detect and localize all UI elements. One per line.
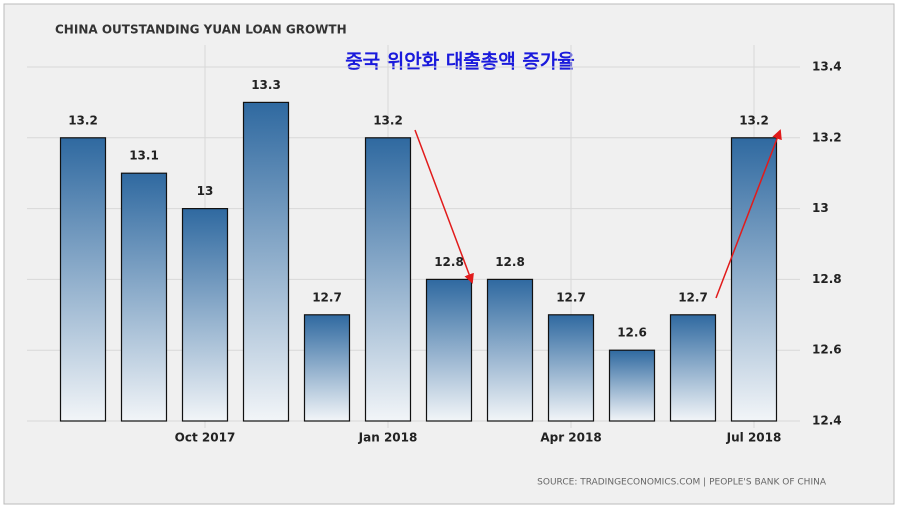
- value-label: 12.7: [312, 290, 342, 304]
- value-label: 13.2: [68, 113, 98, 127]
- x-tick-label: Oct 2017: [175, 431, 236, 445]
- value-label: 12.8: [495, 255, 525, 269]
- bar: [608, 349, 656, 422]
- bar: [120, 172, 168, 422]
- x-tick-label: Jul 2018: [726, 431, 782, 445]
- bar: [425, 278, 473, 422]
- value-label: 12.8: [434, 255, 464, 269]
- value-label: 12.7: [556, 290, 586, 304]
- y-tick-label: 12.8: [812, 272, 842, 286]
- bar: [59, 137, 107, 422]
- annotation-arrow: [414, 129, 474, 284]
- value-label: 13.2: [373, 113, 403, 127]
- bar: [364, 137, 412, 422]
- value-label: 13: [197, 184, 214, 198]
- value-label: 12.6: [617, 326, 647, 340]
- bar: [730, 137, 778, 422]
- bar: [181, 208, 229, 422]
- y-tick-label: 13: [812, 201, 829, 215]
- x-tick-label: Apr 2018: [540, 431, 601, 445]
- x-tick-label: Jan 2018: [358, 431, 418, 445]
- annotation-arrow: [715, 129, 782, 299]
- bar: [486, 278, 534, 422]
- y-tick-label: 12.6: [812, 343, 842, 357]
- bar: [669, 314, 717, 422]
- y-tick-label: 12.4: [812, 414, 842, 428]
- bar: [242, 101, 290, 422]
- source: SOURCE: TRADINGECONOMICS.COM | PEOPLE'S …: [537, 478, 827, 488]
- y-tick-label: 13.2: [812, 130, 842, 144]
- y-tick-label: 13.4: [812, 60, 842, 74]
- value-label: 13.3: [251, 78, 281, 92]
- value-label: 13.1: [129, 149, 159, 163]
- bar: [303, 314, 351, 422]
- bar: [547, 314, 595, 422]
- value-label: 12.7: [678, 290, 708, 304]
- value-label: 13.2: [739, 113, 769, 127]
- chart-title: CHINA OUTSTANDING YUAN LOAN GROWTH: [55, 23, 347, 37]
- chart-subtitle: 중국 위안화 대출총액 증가율: [345, 51, 575, 73]
